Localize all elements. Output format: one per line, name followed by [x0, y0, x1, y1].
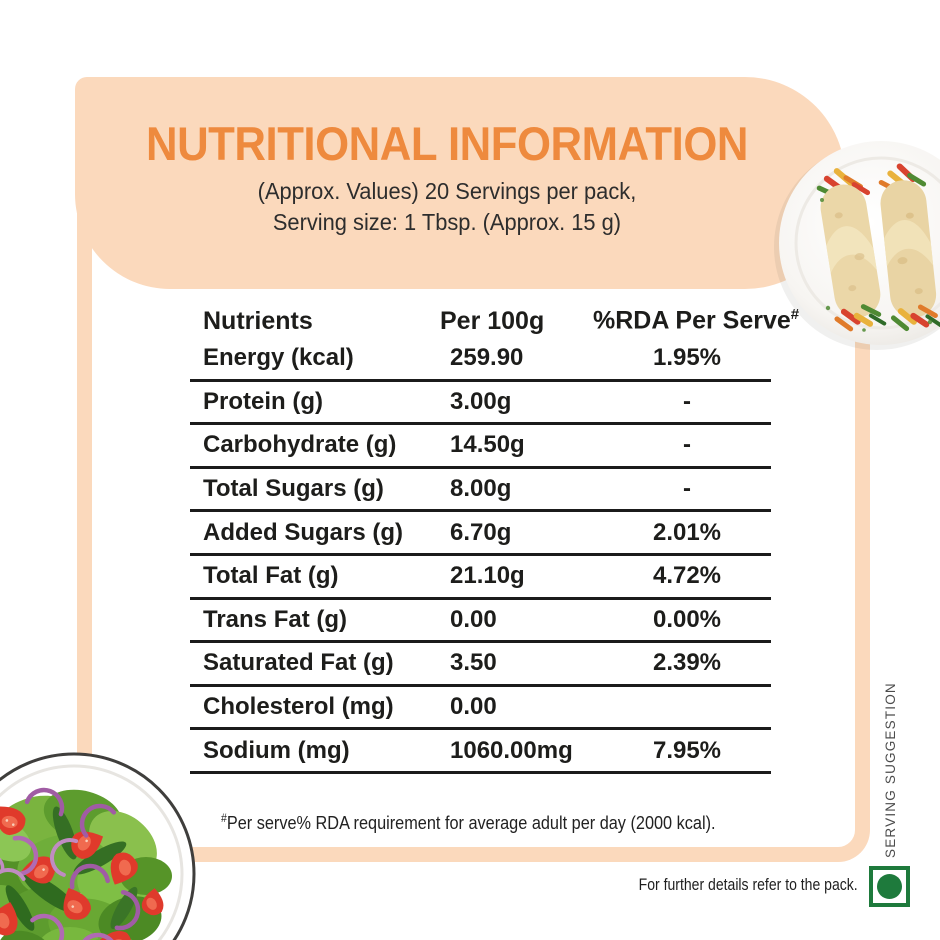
- table-row: Trans Fat (g) 0.00 0.00%: [190, 600, 771, 644]
- nutrient-name-cell: Trans Fat (g): [203, 605, 348, 633]
- per-100g-cell: 21.10g: [450, 562, 525, 590]
- col-header-rda: %RDA Per Serve#: [593, 306, 799, 335]
- rda-per-serve-cell: 2.39%: [652, 649, 722, 677]
- col-header-nutrients: Nutrients: [203, 306, 313, 335]
- per-100g-cell: 8.00g: [450, 475, 512, 503]
- footnote-text: Per serve% RDA requirement for average a…: [226, 812, 716, 834]
- per-100g-cell: 259.90: [450, 344, 524, 372]
- nutrient-name-cell: Protein (g): [203, 387, 323, 415]
- nutrient-name-cell: Saturated Fat (g): [203, 649, 394, 677]
- rda-per-serve-cell: 0.00%: [652, 605, 722, 633]
- header-banner: NUTRITIONAL INFORMATION (Approx. Values)…: [75, 77, 845, 289]
- nutrient-name-cell: Sodium (mg): [203, 736, 350, 764]
- footnote-superscript: #: [221, 811, 227, 825]
- page-title: NUTRITIONAL INFORMATION: [145, 117, 748, 170]
- table-row: Total Fat (g) 21.10g 4.72%: [190, 556, 771, 600]
- nutrient-name-cell: Cholesterol (mg): [203, 693, 394, 721]
- salad-tomatoes: [0, 806, 164, 940]
- per-100g-cell: 0.00: [450, 605, 497, 633]
- vegetarian-mark-icon: [869, 866, 910, 907]
- table-row: Cholesterol (mg) 0.00: [190, 687, 771, 731]
- decor-frame-left-bottom: [77, 82, 820, 862]
- vegetarian-dot-icon: [877, 874, 902, 899]
- serving-suggestion-label: SERVING SUGGESTION: [883, 682, 898, 858]
- nutrition-table-rows: Energy (kcal) 259.90 1.95% Protein (g) 3.00g…: [190, 338, 771, 774]
- per-100g-cell: 3.50: [450, 649, 497, 677]
- per-100g-cell: 1060.00mg: [450, 736, 573, 764]
- rda-per-serve-cell: 2.01%: [652, 518, 722, 546]
- rda-per-serve-cell: 1.95%: [652, 344, 722, 372]
- header-text-group: NUTRITIONAL INFORMATION (Approx. Values)…: [102, 77, 818, 238]
- rda-footnote: #Per serve% RDA requirement for average …: [221, 811, 716, 834]
- table-row: Saturated Fat (g) 3.50 2.39%: [190, 643, 771, 687]
- table-row: Total Sugars (g) 8.00g -: [190, 469, 771, 513]
- per-100g-cell: 14.50g: [450, 431, 525, 459]
- table-row: Carbohydrate (g) 14.50g -: [190, 425, 771, 469]
- tacos-plate-photo: [774, 141, 940, 350]
- further-details-text: For further details refer to the pack.: [638, 876, 858, 894]
- serving-info-line1: (Approx. Values) 20 Servings per pack,: [257, 178, 637, 204]
- rda-per-serve-cell: -: [683, 431, 691, 459]
- col-header-rda-text: %RDA Per Serve: [593, 306, 791, 335]
- per-100g-cell: 6.70g: [450, 518, 512, 546]
- rda-per-serve-cell: 4.72%: [652, 562, 722, 590]
- table-header-row: Nutrients Per 100g %RDA Per Serve#: [190, 304, 799, 338]
- salad-bowl-photo: [0, 752, 196, 940]
- decor-frame-right: [640, 330, 870, 862]
- table-row: Protein (g) 3.00g -: [190, 382, 771, 426]
- salad-onions: [0, 787, 141, 940]
- serving-info-line2: Serving size: 1 Tbsp. (Approx. 15 g): [272, 209, 622, 235]
- per-100g-cell: 3.00g: [450, 387, 512, 415]
- col-header-per-100g: Per 100g: [440, 306, 545, 335]
- nutrient-name-cell: Carbohydrate (g): [203, 431, 397, 459]
- nutrient-name-cell: Energy (kcal): [203, 344, 354, 372]
- nutrient-name-cell: Total Fat (g): [203, 562, 339, 590]
- table-row: Sodium (mg) 1060.00mg 7.95%: [190, 730, 771, 774]
- rda-per-serve-cell: -: [683, 475, 691, 503]
- nutrient-name-cell: Added Sugars (g): [203, 518, 404, 546]
- table-row: Added Sugars (g) 6.70g 2.01%: [190, 512, 771, 556]
- per-100g-cell: 0.00: [450, 693, 497, 721]
- table-row: Energy (kcal) 259.90 1.95%: [190, 338, 771, 382]
- serving-info: (Approx. Values) 20 Servings per pack, S…: [102, 176, 792, 238]
- nutrient-name-cell: Total Sugars (g): [203, 475, 384, 503]
- rda-per-serve-cell: -: [683, 387, 691, 415]
- nutrition-table: Nutrients Per 100g %RDA Per Serve# Energ…: [190, 304, 799, 774]
- rda-per-serve-cell: 7.95%: [652, 736, 722, 764]
- col-header-rda-superscript: #: [790, 306, 800, 324]
